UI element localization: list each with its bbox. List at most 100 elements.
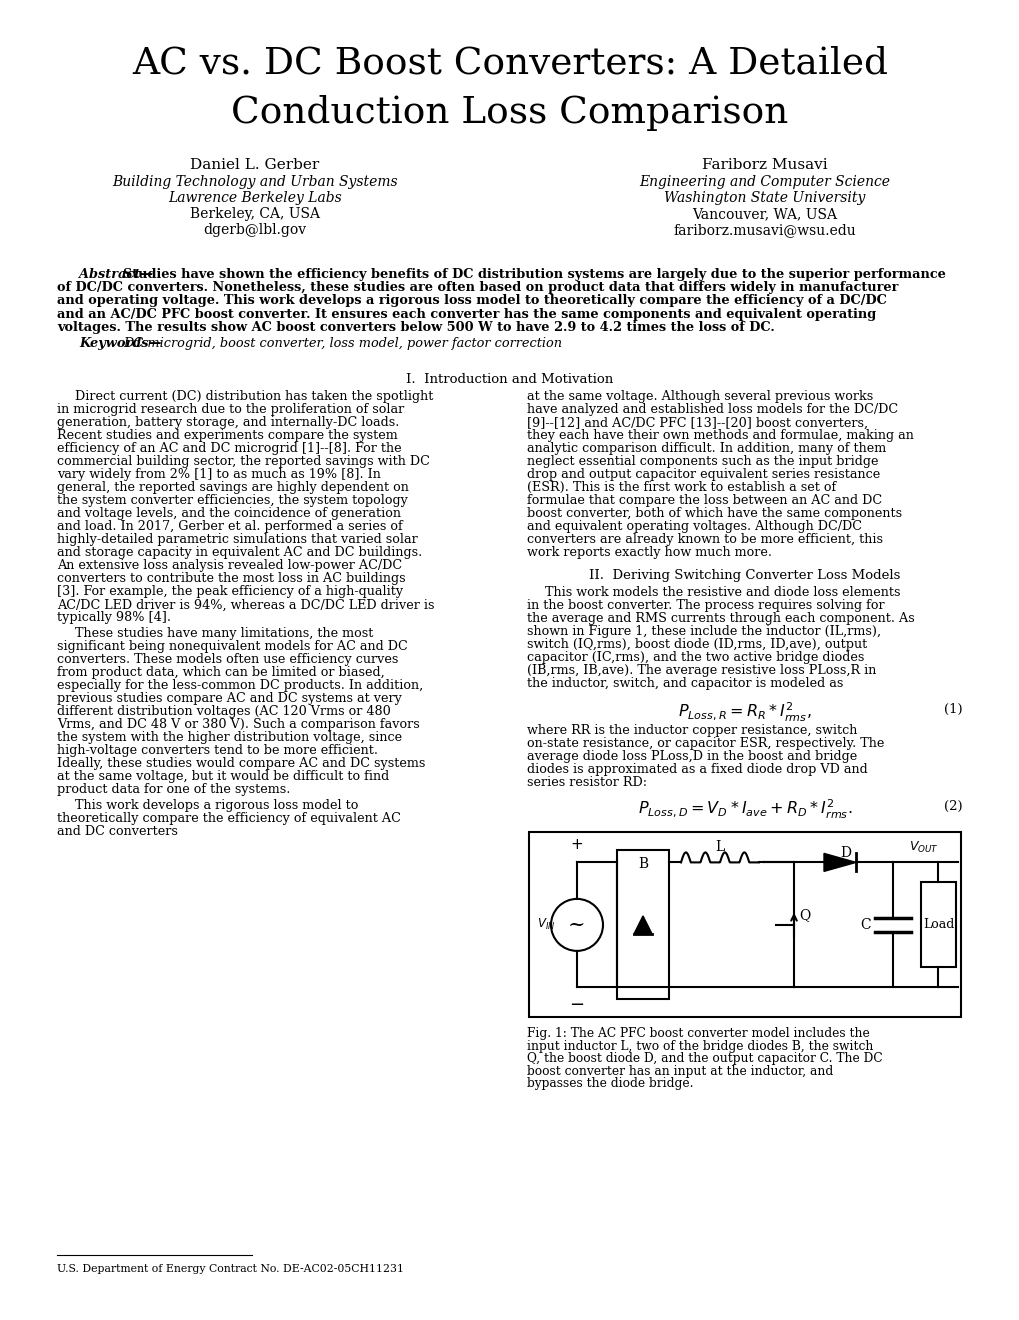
Text: boost converter has an input at the inductor, and: boost converter has an input at the indu… (527, 1065, 833, 1078)
Text: have analyzed and established loss models for the DC/DC: have analyzed and established loss model… (527, 404, 898, 416)
Polygon shape (823, 854, 855, 871)
Text: Lawrence Berkeley Labs: Lawrence Berkeley Labs (168, 191, 341, 205)
Text: and load. In 2017, Gerber et al. performed a series of: and load. In 2017, Gerber et al. perform… (57, 520, 403, 533)
Text: U.S. Department of Energy Contract No. DE-AC02-05CH11231: U.S. Department of Energy Contract No. D… (57, 1265, 404, 1274)
Text: drop and output capacitor equivalent series resistance: drop and output capacitor equivalent ser… (527, 469, 879, 482)
Text: in the boost converter. The process requires solving for: in the boost converter. The process requ… (527, 599, 883, 612)
Text: Daniel L. Gerber: Daniel L. Gerber (191, 158, 319, 172)
Text: highly-detailed parametric simulations that varied solar: highly-detailed parametric simulations t… (57, 533, 418, 546)
Text: [3]. For example, the peak efficiency of a high-quality: [3]. For example, the peak efficiency of… (57, 585, 403, 598)
Text: generation, battery storage, and internally-DC loads.: generation, battery storage, and interna… (57, 416, 399, 429)
Text: average diode loss PLoss,D in the boost and bridge: average diode loss PLoss,D in the boost … (527, 750, 856, 763)
Text: formulae that compare the loss between an AC and DC: formulae that compare the loss between a… (527, 495, 881, 507)
Text: and storage capacity in equivalent AC and DC buildings.: and storage capacity in equivalent AC an… (57, 546, 422, 560)
Text: Keywords—: Keywords— (78, 337, 161, 350)
Text: the average and RMS currents through each component. As: the average and RMS currents through eac… (527, 612, 914, 626)
Text: significant being nonequivalent models for AC and DC: significant being nonequivalent models f… (57, 640, 408, 653)
Text: and DC converters: and DC converters (57, 825, 177, 838)
Text: capacitor (IC,rms), and the two active bridge diodes: capacitor (IC,rms), and the two active b… (527, 651, 863, 664)
Text: AC vs. DC Boost Converters: A Detailed: AC vs. DC Boost Converters: A Detailed (131, 45, 888, 81)
Text: $V_{IN}$: $V_{IN}$ (536, 917, 555, 932)
Text: at the same voltage. Although several previous works: at the same voltage. Although several pr… (527, 391, 872, 404)
Text: Load: Load (922, 919, 953, 932)
Text: I.  Introduction and Motivation: I. Introduction and Motivation (406, 374, 613, 387)
Text: Recent studies and experiments compare the system: Recent studies and experiments compare t… (57, 429, 397, 442)
Text: Vrms, and DC 48 V or 380 V). Such a comparison favors: Vrms, and DC 48 V or 380 V). Such a comp… (57, 718, 420, 731)
Text: converters to contribute the most loss in AC buildings: converters to contribute the most loss i… (57, 573, 406, 585)
Text: Fig. 1: The AC PFC boost converter model includes the: Fig. 1: The AC PFC boost converter model… (527, 1027, 869, 1040)
Text: neglect essential components such as the input bridge: neglect essential components such as the… (527, 455, 877, 469)
Text: general, the reported savings are highly dependent on: general, the reported savings are highly… (57, 482, 409, 495)
Text: efficiency of an AC and DC microgrid [1]--[8]. For the: efficiency of an AC and DC microgrid [1]… (57, 442, 401, 455)
Text: ~: ~ (568, 915, 585, 935)
Text: shown in Figure 1, these include the inductor (IL,rms),: shown in Figure 1, these include the ind… (527, 626, 880, 639)
Text: Ideally, these studies would compare AC and DC systems: Ideally, these studies would compare AC … (57, 758, 425, 771)
Text: DC microgrid, boost converter, loss model, power factor correction: DC microgrid, boost converter, loss mode… (123, 337, 561, 350)
Text: bypasses the diode bridge.: bypasses the diode bridge. (527, 1077, 693, 1090)
Text: −: − (569, 997, 584, 1014)
Bar (920, 882, 955, 968)
Text: Fariborz Musavi: Fariborz Musavi (701, 158, 827, 172)
Text: especially for the less-common DC products. In addition,: especially for the less-common DC produc… (57, 680, 423, 693)
Text: (ESR). This is the first work to establish a set of: (ESR). This is the first work to establi… (527, 482, 836, 495)
Text: Vancouver, WA, USA: Vancouver, WA, USA (692, 207, 837, 220)
Text: converters. These models often use efficiency curves: converters. These models often use effic… (57, 653, 398, 667)
Text: Building Technology and Urban Systems: Building Technology and Urban Systems (112, 176, 397, 189)
Text: commercial building sector, the reported savings with DC: commercial building sector, the reported… (57, 455, 429, 469)
Bar (529, 833, 960, 1018)
Text: II.  Deriving Switching Converter Loss Models: II. Deriving Switching Converter Loss Mo… (589, 569, 900, 582)
Text: analytic comparison difficult. In addition, many of them: analytic comparison difficult. In additi… (527, 442, 886, 455)
Text: theoretically compare the efficiency of equivalent AC: theoretically compare the efficiency of … (57, 812, 400, 825)
Text: switch (IQ,rms), boost diode (ID,rms, ID,ave), output: switch (IQ,rms), boost diode (ID,rms, ID… (527, 639, 866, 651)
Text: input inductor L, two of the bridge diodes B, the switch: input inductor L, two of the bridge diod… (527, 1040, 872, 1053)
Text: (2): (2) (944, 800, 962, 813)
Text: on-state resistance, or capacitor ESR, respectively. The: on-state resistance, or capacitor ESR, r… (527, 738, 883, 750)
Text: vary widely from 2% [1] to as much as 19% [8]. In: vary widely from 2% [1] to as much as 19… (57, 469, 380, 482)
Text: D: D (840, 846, 851, 861)
Text: Direct current (DC) distribution has taken the spotlight: Direct current (DC) distribution has tak… (75, 391, 433, 404)
Text: $P_{Loss,R} = R_R * I^2_{rms},$: $P_{Loss,R} = R_R * I^2_{rms},$ (678, 701, 811, 723)
Text: Engineering and Computer Science: Engineering and Computer Science (639, 176, 890, 189)
Text: Washington State University: Washington State University (663, 191, 865, 205)
Text: work reports exactly how much more.: work reports exactly how much more. (527, 546, 771, 560)
Text: boost converter, both of which have the same components: boost converter, both of which have the … (527, 507, 901, 520)
Bar (616, 850, 668, 999)
Polygon shape (634, 916, 651, 933)
Text: in microgrid research due to the proliferation of solar: in microgrid research due to the prolife… (57, 404, 404, 416)
Text: voltages. The results show AC boost converters below 500 W to have 2.9 to 4.2 ti: voltages. The results show AC boost conv… (57, 321, 774, 334)
Text: converters are already known to be more efficient, this: converters are already known to be more … (527, 533, 882, 546)
Text: series resistor RD:: series resistor RD: (527, 776, 646, 789)
Text: product data for one of the systems.: product data for one of the systems. (57, 783, 290, 796)
Text: Q: Q (798, 908, 809, 921)
Text: high-voltage converters tend to be more efficient.: high-voltage converters tend to be more … (57, 744, 378, 758)
Text: at the same voltage, but it would be difficult to find: at the same voltage, but it would be dif… (57, 771, 389, 783)
Text: from product data, which can be limited or biased,: from product data, which can be limited … (57, 667, 384, 680)
Text: +: + (570, 837, 583, 851)
Text: This work models the resistive and diode loss elements: This work models the resistive and diode… (544, 586, 900, 599)
Text: the system converter efficiencies, the system topology: the system converter efficiencies, the s… (57, 495, 408, 507)
Text: diodes is approximated as a fixed diode drop VD and: diodes is approximated as a fixed diode … (527, 763, 867, 776)
Text: fariborz.musavi@wsu.edu: fariborz.musavi@wsu.edu (673, 223, 856, 238)
Text: An extensive loss analysis revealed low-power AC/DC: An extensive loss analysis revealed low-… (57, 560, 401, 573)
Text: B: B (637, 858, 647, 871)
Text: of DC/DC converters. Nonetheless, these studies are often based on product data : of DC/DC converters. Nonetheless, these … (57, 281, 898, 294)
Text: Berkeley, CA, USA: Berkeley, CA, USA (190, 207, 320, 220)
Text: and operating voltage. This work develops a rigorous loss model to theoretically: and operating voltage. This work develop… (57, 294, 886, 308)
Text: previous studies compare AC and DC systems at very: previous studies compare AC and DC syste… (57, 693, 401, 705)
Text: These studies have many limitations, the most: These studies have many limitations, the… (75, 627, 373, 640)
Text: Q, the boost diode D, and the output capacitor C. The DC: Q, the boost diode D, and the output cap… (527, 1052, 881, 1065)
Text: dgerb@lbl.gov: dgerb@lbl.gov (203, 223, 307, 238)
Text: they each have their own methods and formulae, making an: they each have their own methods and for… (527, 429, 913, 442)
Text: and equivalent operating voltages. Although DC/DC: and equivalent operating voltages. Altho… (527, 520, 861, 533)
Text: typically 98% [4].: typically 98% [4]. (57, 611, 171, 624)
Text: This work develops a rigorous loss model to: This work develops a rigorous loss model… (75, 800, 358, 812)
Text: the inductor, switch, and capacitor is modeled as: the inductor, switch, and capacitor is m… (527, 677, 843, 690)
Text: and voltage levels, and the coincidence of generation: and voltage levels, and the coincidence … (57, 507, 400, 520)
Text: Abstract—: Abstract— (78, 268, 153, 281)
Text: [9]--[12] and AC/DC PFC [13]--[20] boost converters,: [9]--[12] and AC/DC PFC [13]--[20] boost… (527, 416, 867, 429)
Text: and an AC/DC PFC boost converter. It ensures each converter has the same compone: and an AC/DC PFC boost converter. It ens… (57, 308, 875, 321)
Text: C: C (860, 917, 870, 932)
Text: L: L (714, 841, 723, 854)
Text: AC/DC LED driver is 94%, whereas a DC/DC LED driver is: AC/DC LED driver is 94%, whereas a DC/DC… (57, 598, 434, 611)
Text: the system with the higher distribution voltage, since: the system with the higher distribution … (57, 731, 401, 744)
